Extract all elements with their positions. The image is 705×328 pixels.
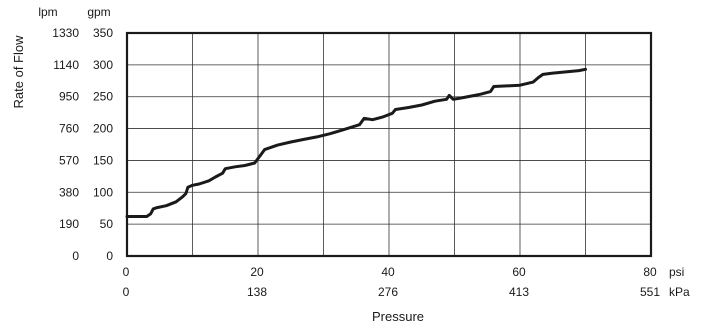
y-tick-label-lpm: 1140	[53, 58, 79, 72]
y-tick-label-lpm: 570	[59, 153, 79, 167]
y-tick-label-gpm: 0	[106, 249, 113, 263]
y-unit-gpm: gpm	[87, 5, 110, 19]
y-tick-label-lpm: 950	[59, 90, 79, 104]
x-tick-label-psi: 20	[250, 265, 264, 279]
x-tick-label-psi: 40	[381, 265, 395, 279]
x-tick-label-kpa: 276	[378, 285, 398, 299]
x-unit-psi: psi	[669, 265, 684, 279]
x-tick-label-kpa: 138	[247, 285, 267, 299]
x-tick-label-kpa: 413	[509, 285, 529, 299]
y-tick-label-gpm: 150	[93, 153, 113, 167]
y-tick-label-gpm: 250	[93, 90, 113, 104]
x-tick-label-psi: 60	[512, 265, 526, 279]
y-tick-label-gpm: 200	[93, 122, 113, 136]
x-tick-label-kpa: 0	[123, 285, 130, 299]
x-unit-kpa: kPa	[669, 285, 690, 299]
x-tick-label-psi: 0	[123, 265, 130, 279]
y-unit-lpm: lpm	[38, 5, 57, 19]
axis-tick-labels: 0501001502002503003500190380570760950114…	[52, 26, 660, 299]
x-tick-label-kpa: 551	[640, 285, 660, 299]
plot-frame	[125, 31, 653, 258]
y-tick-label-gpm: 350	[93, 26, 113, 40]
y-axis-label: Rate of Flow	[11, 35, 26, 109]
y-tick-label-lpm: 380	[59, 185, 79, 199]
y-tick-label-lpm: 760	[59, 122, 79, 136]
flow-rate-series-line	[125, 67, 587, 218]
y-tick-label-gpm: 100	[93, 185, 113, 199]
grid-lines	[126, 32, 652, 257]
y-tick-label-gpm: 50	[100, 217, 114, 231]
y-tick-label-gpm: 300	[93, 58, 113, 72]
x-axis-label: Pressure	[372, 309, 424, 324]
x-tick-label-psi: 80	[643, 265, 657, 279]
y-tick-label-lpm: 190	[59, 217, 79, 231]
y-tick-label-lpm: 0	[72, 249, 79, 263]
y-tick-label-lpm: 1330	[52, 26, 79, 40]
